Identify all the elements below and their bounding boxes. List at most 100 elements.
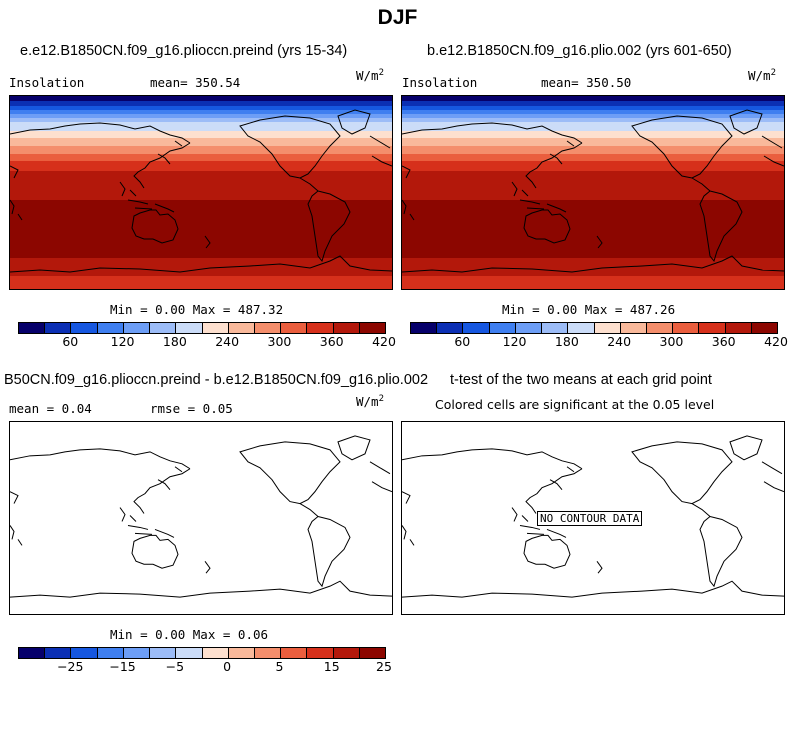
colorbar-swatch bbox=[281, 648, 308, 658]
coastline-path bbox=[10, 448, 191, 470]
colorbar-swatch bbox=[673, 323, 700, 333]
figure-title: DJF bbox=[377, 6, 418, 29]
panel2-minmax: Min = 0.00 Max = 487.26 bbox=[502, 302, 676, 317]
insolation-band bbox=[10, 154, 392, 162]
colorbar-swatch bbox=[150, 323, 177, 333]
colorbar-swatch bbox=[71, 323, 98, 333]
panel2-map-svg bbox=[402, 96, 784, 289]
coastline-path bbox=[299, 177, 319, 192]
coastline-path bbox=[523, 534, 571, 569]
coastline-path bbox=[519, 199, 567, 213]
colorbar-swatch bbox=[97, 323, 124, 333]
panel1-minmax: Min = 0.00 Max = 487.32 bbox=[110, 302, 284, 317]
colorbar-swatch bbox=[228, 648, 255, 658]
colorbar-swatch bbox=[97, 648, 124, 658]
colorbar-swatch bbox=[359, 323, 386, 333]
coastline-path bbox=[337, 109, 371, 135]
insolation-band bbox=[402, 126, 784, 132]
colorbar-swatch bbox=[150, 648, 177, 658]
insolation-band bbox=[402, 96, 784, 102]
coastline-path bbox=[691, 177, 711, 192]
panel3-unit: W/m2 bbox=[356, 394, 384, 410]
insolation-band bbox=[10, 171, 392, 192]
colorbar-tick-label: 180 bbox=[162, 334, 187, 349]
coastline-path bbox=[127, 524, 175, 538]
colorbar-difference-labels: −25 −15 −5 0 5 15 25 bbox=[18, 659, 392, 675]
colorbar-swatch bbox=[620, 323, 647, 333]
colorbar-swatch bbox=[176, 323, 203, 333]
panel3-minmax: Min = 0.00 Max = 0.06 bbox=[110, 627, 269, 642]
panel1-title: e.e12.B1850CN.f09_g16.plioccn.preind (yr… bbox=[20, 43, 348, 59]
colorbar-swatch bbox=[19, 648, 46, 658]
insolation-band bbox=[10, 131, 392, 139]
coastline-path bbox=[525, 142, 583, 189]
panel1-mean: mean= 350.54 bbox=[150, 75, 241, 90]
colorbar-swatch bbox=[254, 648, 282, 658]
coastline-path bbox=[10, 491, 137, 522]
colorbar-tick-label: 240 bbox=[607, 334, 632, 349]
colorbar-swatch bbox=[568, 323, 595, 333]
coastline-path bbox=[10, 165, 137, 197]
insolation-band bbox=[402, 138, 784, 147]
coastline-path bbox=[402, 199, 415, 221]
coastline-path bbox=[596, 560, 603, 574]
insolation-band bbox=[10, 146, 392, 155]
insolation-band bbox=[10, 114, 392, 119]
panel2-title: b.e12.B1850CN.f09_g16.plio.002 (yrs 601-… bbox=[427, 43, 732, 59]
insolation-band bbox=[10, 110, 392, 115]
coastline-path bbox=[402, 448, 583, 470]
colorbar-tick-label: 5 bbox=[275, 659, 284, 674]
coastline-path bbox=[131, 534, 179, 569]
panel4-subtitle: Colored cells are significant at the 0.0… bbox=[435, 397, 715, 412]
colorbar-tick-label: −25 bbox=[57, 659, 84, 674]
no-contour-annotation: NO CONTOUR DATA bbox=[537, 511, 643, 526]
coastline-path bbox=[699, 190, 743, 263]
coastline-path bbox=[299, 503, 319, 517]
insolation-band bbox=[402, 110, 784, 115]
coastline-path bbox=[131, 209, 179, 244]
colorbar-tick-label: 15 bbox=[323, 659, 340, 674]
colorbar-swatch bbox=[751, 323, 778, 333]
colorbar-tick-label: 240 bbox=[215, 334, 240, 349]
colorbar-swatch bbox=[19, 323, 46, 333]
coastline-path bbox=[699, 515, 743, 588]
insolation-band bbox=[10, 106, 392, 111]
coastline-path bbox=[133, 142, 191, 189]
panel2-map bbox=[401, 95, 785, 290]
panel3-title: B50CN.f09_g16.plioccn.preind - b.e12.B18… bbox=[4, 372, 429, 388]
coastline-path bbox=[729, 109, 763, 135]
coastline-path bbox=[10, 122, 191, 144]
coastline-path bbox=[402, 255, 784, 273]
colorbar-swatch bbox=[699, 323, 726, 333]
panel1-field-label: Insolation bbox=[9, 75, 85, 90]
insolation-band bbox=[402, 146, 784, 155]
insolation-band bbox=[402, 114, 784, 119]
coastline-path bbox=[523, 209, 571, 244]
colorbar-tick-label: 60 bbox=[454, 334, 471, 349]
coastline-path bbox=[307, 190, 351, 263]
colorbar-swatch bbox=[254, 323, 282, 333]
insolation-band bbox=[10, 101, 392, 107]
panel4-title: t-test of the two means at each grid poi… bbox=[450, 372, 712, 388]
colorbar-swatch bbox=[437, 323, 464, 333]
colorbar-panel1-labels: 60 120 180 240 300 360 420 bbox=[18, 334, 396, 350]
coastline-path bbox=[10, 525, 23, 546]
colorbar-swatch bbox=[515, 323, 543, 333]
colorbar-swatch bbox=[123, 323, 151, 333]
colorbar-swatch bbox=[71, 648, 98, 658]
insolation-band bbox=[10, 276, 392, 289]
colorbar-swatch bbox=[594, 323, 621, 333]
coastline-path bbox=[519, 524, 567, 538]
colorbar-tick-label: 420 bbox=[764, 334, 788, 349]
coastline-path bbox=[204, 560, 211, 574]
colorbar-swatch bbox=[646, 323, 674, 333]
coastline-path bbox=[337, 435, 371, 461]
colorbar-difference bbox=[18, 647, 386, 659]
panel2-mean: mean= 350.50 bbox=[541, 75, 632, 90]
coastlines bbox=[402, 109, 784, 273]
colorbar-tick-label: 360 bbox=[711, 334, 736, 349]
colorbar-tick-label: 300 bbox=[267, 334, 292, 349]
insolation-band bbox=[402, 258, 784, 277]
colorbar-swatch bbox=[489, 323, 516, 333]
insolation-band bbox=[10, 258, 392, 277]
